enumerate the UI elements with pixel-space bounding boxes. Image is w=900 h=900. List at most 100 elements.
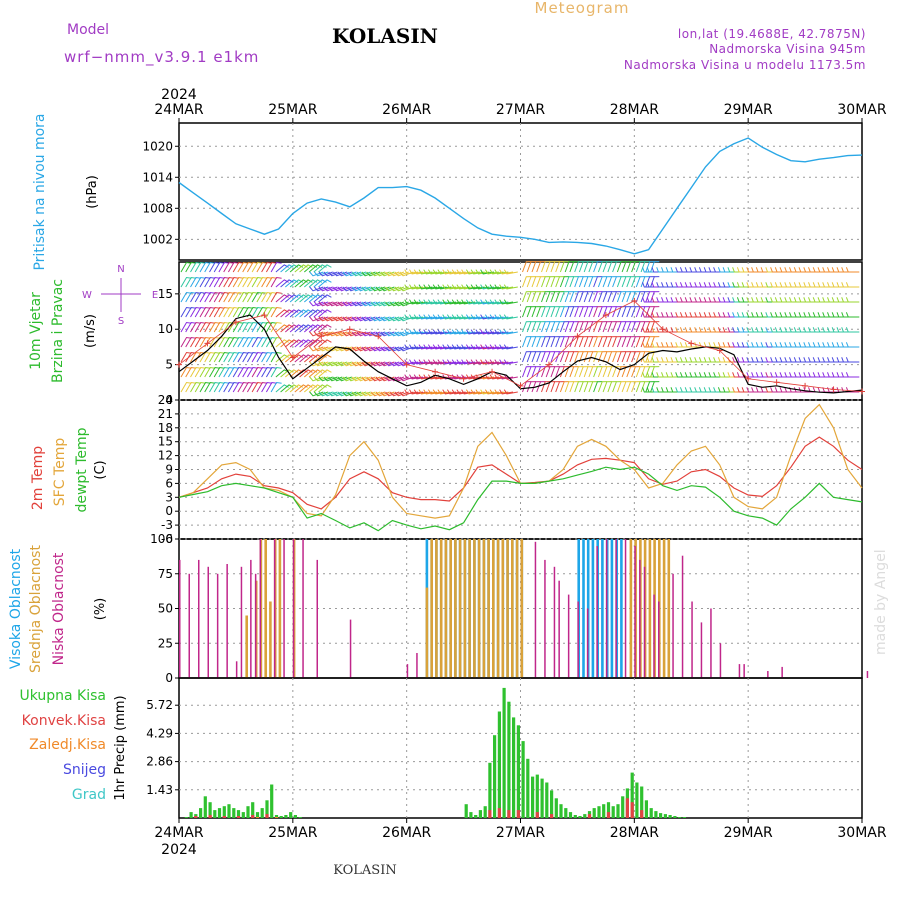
bar [610,539,614,678]
wind-barb [265,336,277,348]
wind-barb [418,329,433,335]
wind-barb [574,381,584,393]
wind-barb [209,366,220,378]
wind-barb [475,269,490,275]
bar [567,594,570,678]
wind-barb [583,351,593,363]
wind-barb [213,381,225,393]
wind-barb [223,366,235,378]
bar [586,608,589,678]
wind-barb [522,261,532,273]
bar [497,711,501,818]
y-tick-label: 2.86 [146,755,173,769]
wind-barb [209,291,220,303]
wind-barb [559,276,570,288]
wind-barb [550,306,560,318]
gust-marker [517,382,524,389]
y-tick-label: 4.29 [146,726,173,740]
bar [501,539,505,678]
wind-barb [484,344,499,350]
wind-barb [190,366,201,378]
wind-barb [845,357,860,363]
bar [468,539,471,678]
wind-barb [465,284,480,290]
wind-barb [442,389,457,395]
wind-barb [526,291,537,303]
wind-barb [470,299,485,305]
wind-barb [394,286,409,292]
gust-marker [545,361,552,368]
wind-barb [545,321,556,333]
bar [596,546,598,678]
gust-marker [602,312,609,319]
wind-barb [456,314,471,320]
bar [616,804,620,818]
wind-barb [564,306,574,318]
wind-barb [593,291,603,303]
wind-barb [185,261,197,273]
bar [349,619,352,678]
wind-barb [261,306,273,318]
wind-barb [607,381,617,393]
wind-barb [550,351,560,363]
y-tick-label: 1008 [142,201,173,215]
y-tick-label: 12 [158,449,173,463]
bar [605,539,608,678]
wind-barb [650,276,660,288]
bar [648,539,652,678]
wind-barb [185,381,197,393]
bar [681,555,684,678]
wind-barb [845,342,860,348]
y-tick-label: -6 [161,532,173,546]
wind-barb [318,354,332,363]
y-tick-label: 0 [165,504,173,518]
ylabel-temp-dewpt: dewpt Temp [74,427,90,512]
wind-barb [242,366,254,378]
wind-barb [621,351,631,363]
wind-barb [199,276,211,288]
wind-barb [640,276,650,288]
wind-barb [621,276,631,288]
wind-barb [541,321,551,333]
bar [521,741,525,818]
wind-barb [526,351,537,363]
bar [250,559,252,678]
wind-barb [209,321,220,333]
wind-barb [650,306,660,318]
wind-barb [578,306,589,318]
gust-marker [716,347,723,354]
wind-barb [569,291,579,303]
bar [236,816,241,818]
bar [273,539,276,678]
wind-barb [394,316,409,322]
bar [316,559,318,678]
wind-barb [256,366,268,378]
y-tick-label: -3 [161,518,173,532]
wind-barb [432,269,447,275]
panel-pressure: 1002 1008 1014 1020 [142,122,863,261]
wind-barb [621,321,631,333]
wind-barb [242,381,254,393]
bar [625,798,629,818]
bars-konvek-kisa [194,798,644,818]
wind-barb [555,306,565,318]
wind-barb [574,291,584,303]
wind-barb [404,389,419,395]
wind-barb [631,261,641,273]
bar [474,815,478,818]
ylabel-temp-unit: (C) [93,460,108,479]
wind-barb [597,351,608,363]
bar [463,539,467,678]
wind-barb [489,359,504,365]
wind-barb [427,374,442,380]
wind-barb [626,321,636,333]
wind-barb [499,284,514,290]
bar [587,814,592,818]
wind-barb [470,389,485,395]
wind-barb [180,291,192,303]
wind-barb [526,261,537,273]
wind-barb [602,366,612,378]
wind-barb [612,306,622,318]
bar [597,806,601,818]
wind-barb [185,291,197,303]
